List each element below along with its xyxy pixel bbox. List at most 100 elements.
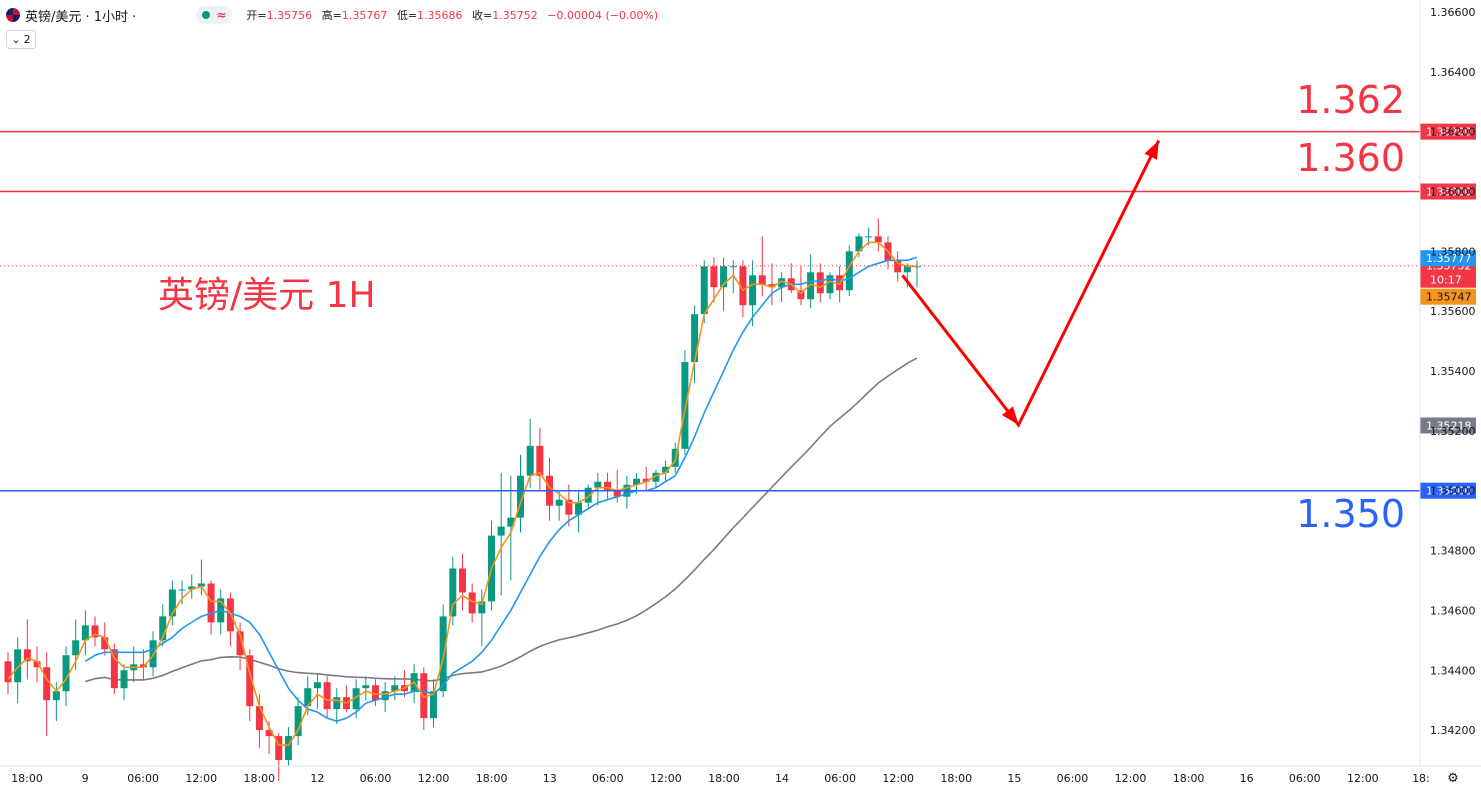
candle-down <box>207 583 215 623</box>
indicator-toggle-button[interactable]: ⌄ 2 <box>6 30 36 49</box>
time-tick-label: 12:00 <box>418 772 450 785</box>
market-open-dot-icon <box>202 11 211 19</box>
candle-up <box>81 625 89 641</box>
ma-mid-value-tag <box>1420 250 1476 267</box>
candlestick-series <box>4 218 921 781</box>
time-tick-label: 18:00 <box>476 772 508 785</box>
candle-up <box>584 487 592 503</box>
candle-up <box>304 688 312 707</box>
ma-slow-series <box>85 357 918 683</box>
candle-down <box>139 664 147 668</box>
time-tick-label: 18:00 <box>940 772 972 785</box>
ma-slow-line <box>85 357 918 683</box>
candle-up <box>313 682 321 689</box>
price-line-tag-label: 1.36000 <box>1426 186 1472 199</box>
candle-down <box>43 667 51 701</box>
candle-up <box>391 685 399 692</box>
candle-up <box>526 445 534 476</box>
low-label: 低= <box>396 9 418 22</box>
price-line-tag <box>1420 123 1476 140</box>
candle-down <box>797 290 805 300</box>
symbol-title[interactable]: 英镑/美元 · 1小时 · <box>25 9 137 25</box>
candle-up <box>352 688 360 710</box>
ma-slow-value-tag <box>1420 417 1476 434</box>
candle-up <box>72 640 80 656</box>
candle-down <box>275 736 283 761</box>
candle-up <box>594 481 602 488</box>
candle-down <box>23 649 31 662</box>
candle-up <box>294 706 302 737</box>
candle-down <box>874 236 882 243</box>
time-tick-label: 9 <box>82 772 89 785</box>
candle-up <box>807 272 815 300</box>
candle-down <box>604 481 612 491</box>
candle-down <box>246 655 254 707</box>
time-axis: 18:00 9 06:00 12:00 18:00 12 06:00 12:00 18:00 13… <box>0 765 1481 785</box>
candle-up <box>333 697 341 710</box>
candle-down <box>255 706 263 731</box>
time-tick-label: 06:00 <box>1289 772 1321 785</box>
time-tick-label: 06:00 <box>127 772 159 785</box>
time-tick-label: 12:00 <box>1347 772 1379 785</box>
candle-down <box>565 499 573 515</box>
time-tick-label: 13 <box>543 772 557 785</box>
candle-up <box>159 616 167 641</box>
candle-up <box>652 472 660 482</box>
candle-up <box>903 266 911 273</box>
time-tick-label: 14 <box>775 772 789 785</box>
candle-up <box>497 526 505 536</box>
price-line-tag <box>1420 482 1476 499</box>
chart-settings-gear-icon[interactable]: ⚙ <box>1447 770 1459 786</box>
time-tick-label: 06:00 <box>360 772 392 785</box>
candle-down <box>739 266 747 306</box>
candle-up <box>62 655 70 692</box>
candle-up <box>691 314 699 363</box>
change-value: −0.00004 (−0.00%) <box>547 9 659 22</box>
annotation-level-1350: 1.350 <box>1296 492 1405 536</box>
price-tick-label: 1.34400 <box>1430 664 1476 677</box>
candle-down <box>236 631 244 656</box>
price-lines: 1.362001.360001.350001.3575210:171.35747… <box>0 123 1476 499</box>
candle-up <box>681 362 689 449</box>
candle-up <box>720 266 728 288</box>
price-tick-label: 1.35400 <box>1430 365 1476 378</box>
candle-down <box>458 568 466 593</box>
close-value: 1.35752 <box>492 9 538 22</box>
candle-up <box>700 266 708 315</box>
candle-up <box>749 275 757 306</box>
candle-up <box>855 236 863 252</box>
candle-up <box>507 517 515 527</box>
annotation-level-1360: 1.360 <box>1296 136 1405 180</box>
time-tick-label: 06:00 <box>1057 772 1089 785</box>
candle-up <box>517 475 525 518</box>
candle-up <box>52 691 60 701</box>
low-value: 1.35686 <box>417 9 463 22</box>
time-tick-label: 12:00 <box>1115 772 1147 785</box>
candle-up <box>178 589 186 591</box>
candle-up <box>865 236 873 238</box>
candle-down <box>710 266 718 288</box>
high-value: 1.35767 <box>341 9 388 22</box>
ma-slow-value-label: 1.35218 <box>1426 419 1472 432</box>
forecast-down-arrowhead <box>1001 406 1019 425</box>
price-tick-label: 1.35000 <box>1430 485 1476 498</box>
candle-down <box>894 260 902 273</box>
market-status-pill[interactable]: ≈ <box>196 6 233 24</box>
time-tick-label: 12 <box>310 772 324 785</box>
forecast-path <box>901 139 1161 428</box>
candle-down <box>323 682 331 710</box>
candle-down <box>371 685 379 701</box>
chevron-down-icon: ⌄ <box>11 33 21 46</box>
candle-down <box>4 661 12 683</box>
ma-mid-series <box>84 256 918 722</box>
ma-fast-series <box>7 241 917 746</box>
candle-down <box>816 272 824 294</box>
candle-up <box>478 601 486 614</box>
candle-up <box>633 478 641 485</box>
candle-down <box>536 445 544 476</box>
ma-fast-value-label: 1.35747 <box>1426 291 1472 304</box>
price-tick-label: 1.35800 <box>1430 245 1476 258</box>
forecast-up-arrowhead <box>1144 140 1159 160</box>
price-tick-label: 1.36400 <box>1430 66 1476 79</box>
